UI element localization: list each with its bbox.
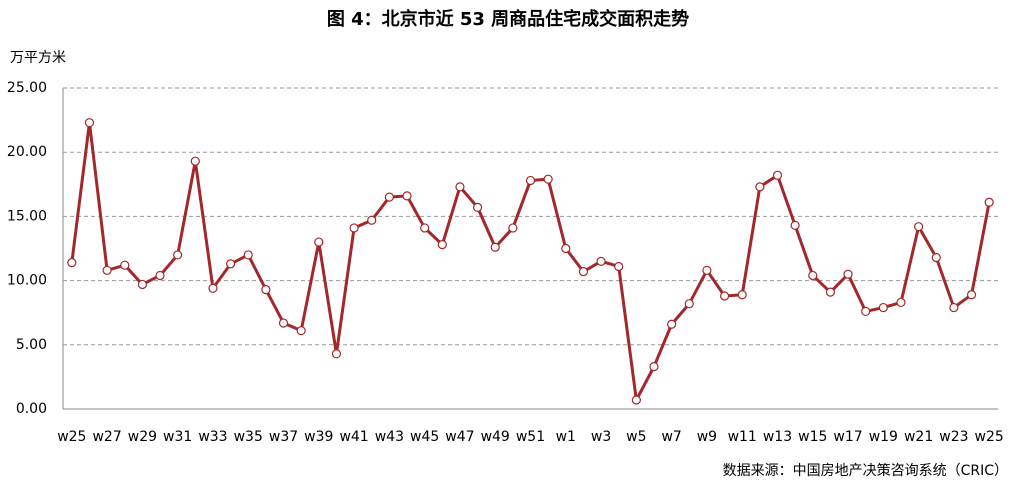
data-point <box>631 395 641 405</box>
y-tick-label: 5.00 <box>16 337 47 353</box>
x-tick-label: w11 <box>728 429 757 445</box>
data-point <box>349 223 359 233</box>
x-tick-label: w23 <box>939 429 968 445</box>
data-point <box>825 287 836 297</box>
source-note: 数据来源：中国房地产决策咨询系统（CRIC） <box>723 462 1008 479</box>
x-tick-label: w3 <box>591 429 611 445</box>
data-point <box>455 182 465 192</box>
data-point <box>208 283 218 293</box>
data-point <box>84 118 95 128</box>
data-point <box>755 182 765 192</box>
x-tick-label: w21 <box>904 429 933 445</box>
data-point <box>931 252 941 263</box>
data-point <box>367 215 377 225</box>
y-axis-label: 万平方米 <box>10 50 66 66</box>
x-tick-label: w5 <box>626 429 646 445</box>
x-tick-label: w19 <box>869 429 898 445</box>
data-point <box>472 202 483 213</box>
y-tick-label: 15.00 <box>7 208 47 224</box>
data-point <box>314 237 324 247</box>
data-point <box>331 349 342 359</box>
x-tick-label: w33 <box>198 429 227 445</box>
data-point <box>667 319 677 329</box>
x-tick-label: w15 <box>798 429 827 445</box>
data-point <box>261 284 271 295</box>
data-point <box>578 267 589 277</box>
x-tick-label: w25 <box>975 429 1004 445</box>
x-tick-label: w13 <box>763 429 792 445</box>
data-point <box>614 261 624 272</box>
x-tick-label: w29 <box>128 429 157 445</box>
data-point <box>296 326 306 336</box>
data-point <box>173 250 183 260</box>
data-point <box>772 170 783 180</box>
x-tick-label: w41 <box>339 429 368 445</box>
x-tick-label: w37 <box>269 429 298 445</box>
x-tick-label: w45 <box>410 429 439 445</box>
data-point <box>243 250 253 260</box>
data-point <box>384 192 394 202</box>
x-tick-label: w9 <box>697 429 717 445</box>
chart-title: 图 4：北京市近 53 周商品住宅成交面积走势 <box>327 8 689 30</box>
data-point <box>137 279 147 290</box>
x-tick-label: w43 <box>375 429 404 445</box>
data-point <box>984 197 994 207</box>
y-tick-label: 0.00 <box>16 401 47 417</box>
data-point <box>225 259 236 269</box>
data-point <box>402 191 412 201</box>
data-point <box>684 299 694 309</box>
data-point <box>896 297 906 308</box>
data-point <box>543 174 553 184</box>
data-point <box>861 306 871 317</box>
x-tick-label: w51 <box>516 429 545 445</box>
data-point <box>190 156 200 166</box>
x-tick-label: w1 <box>556 429 576 445</box>
data-point <box>102 265 112 275</box>
y-tick-label: 25.00 <box>7 80 47 96</box>
data-line <box>70 121 991 402</box>
x-tick-label: w27 <box>92 429 121 445</box>
x-tick-label: w47 <box>445 429 474 445</box>
data-point <box>949 302 959 313</box>
data-point <box>155 270 165 281</box>
data-point <box>420 223 430 233</box>
data-point <box>649 362 659 372</box>
data-point <box>525 175 536 186</box>
x-tick-label: w7 <box>661 429 681 445</box>
data-point <box>67 258 77 268</box>
x-tick-label: w25 <box>57 429 86 445</box>
data-point <box>278 318 289 328</box>
data-point <box>596 256 606 266</box>
data-point <box>490 242 500 252</box>
data-point <box>808 270 818 281</box>
x-tick-label: w39 <box>304 429 333 445</box>
data-point <box>878 302 888 313</box>
data-point <box>508 223 518 233</box>
y-tick-label: 20.00 <box>7 144 47 160</box>
data-point <box>437 240 447 250</box>
x-tick-label: w31 <box>163 429 192 445</box>
x-tick-label: w17 <box>833 429 862 445</box>
x-tick-label: w35 <box>234 429 263 445</box>
data-point <box>561 243 571 254</box>
y-tick-label: 10.00 <box>7 273 47 289</box>
data-point <box>702 265 712 275</box>
data-point <box>843 269 853 279</box>
data-point <box>790 220 800 230</box>
data-point <box>914 222 924 232</box>
x-tick-label: w49 <box>481 429 510 445</box>
data-point <box>966 290 977 300</box>
data-point <box>719 291 730 301</box>
data-point <box>737 290 747 300</box>
data-point <box>120 260 130 270</box>
